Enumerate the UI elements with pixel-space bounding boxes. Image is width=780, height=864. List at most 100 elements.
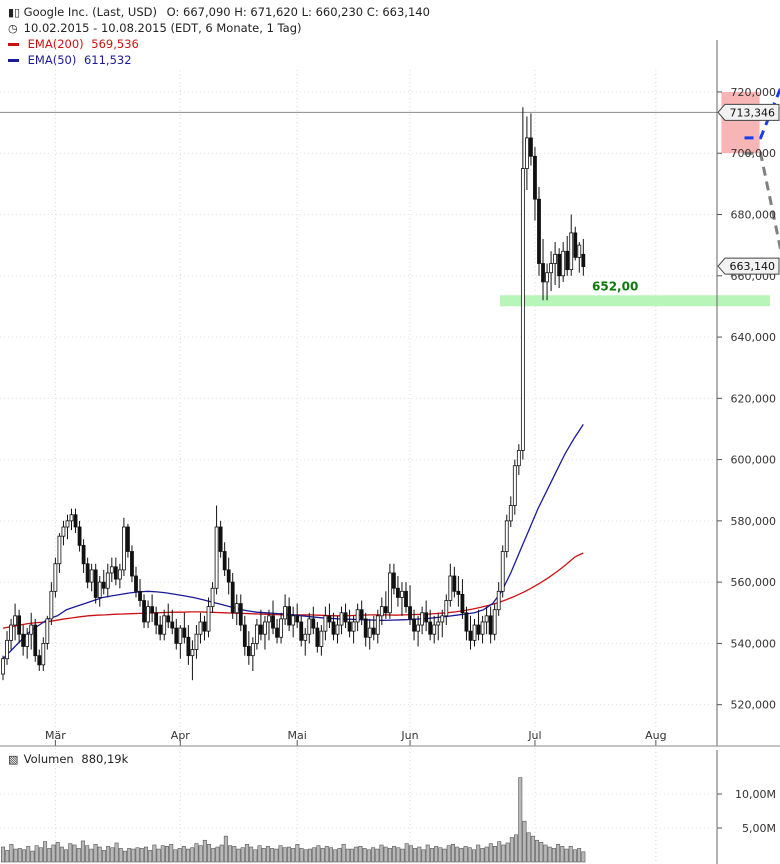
price-tick-label: 620,000 (731, 392, 777, 405)
candle-body (549, 263, 553, 274)
ema50-label: EMA(50) (27, 53, 77, 67)
volume-label: Volumen (23, 752, 74, 766)
candle (49, 582, 54, 626)
candle (408, 585, 412, 626)
candle-body (190, 649, 195, 657)
candle (206, 597, 211, 638)
candle (109, 557, 114, 583)
candle (476, 609, 481, 641)
volume-bar (64, 849, 69, 863)
candle (150, 594, 155, 622)
volume-bar (80, 840, 85, 863)
candle (404, 582, 408, 613)
volume-bar (89, 848, 94, 863)
candle (17, 609, 22, 644)
candle (242, 615, 247, 656)
candle-body (553, 253, 558, 264)
candle (525, 116, 529, 190)
candle (279, 612, 283, 644)
volume-bar (223, 835, 228, 863)
candle (97, 576, 102, 607)
candle (343, 603, 348, 629)
candle (500, 545, 505, 598)
candle-body (210, 587, 215, 608)
candle (516, 444, 521, 475)
candle-body (508, 505, 513, 522)
volume-bar (539, 841, 544, 863)
candle-body (77, 526, 82, 546)
candle-body (61, 526, 66, 537)
candle (202, 615, 207, 641)
candle (452, 566, 457, 598)
volume-bar (26, 846, 31, 863)
candle-body (557, 253, 562, 277)
candle-body (436, 621, 441, 626)
candle-body (496, 590, 501, 611)
volume-bar (350, 848, 355, 863)
candle-body (319, 630, 324, 647)
candle (549, 251, 553, 292)
volume-bar (169, 844, 174, 863)
candle (37, 649, 42, 671)
candle-body (504, 520, 509, 552)
legend-ema50: EMA(50) 611,532 (8, 52, 132, 68)
candle (323, 606, 328, 641)
candle (367, 618, 372, 650)
candle-body (13, 615, 17, 626)
volume-bar (72, 844, 77, 863)
candle (117, 563, 122, 589)
volume-bar (543, 844, 548, 863)
volume-bar (371, 847, 376, 863)
volume-bar (173, 849, 178, 863)
volume-bar (316, 845, 321, 863)
candle-body (537, 198, 541, 264)
volume-bar (165, 846, 170, 863)
candle (69, 508, 74, 531)
candle (291, 606, 296, 638)
candle (351, 615, 356, 644)
candle-body (468, 630, 473, 641)
candle (577, 242, 582, 273)
candle-body (242, 624, 247, 647)
candle-body (271, 615, 275, 629)
candle (440, 609, 445, 638)
candle-body (73, 514, 78, 528)
candle (492, 603, 497, 641)
header-instrument-line: ▮▯ Google Inc. (Last, USD) O: 667,090 H:… (8, 4, 430, 21)
volume-bar (160, 845, 165, 863)
volume-tick-label: 5,00M (742, 822, 776, 835)
volume-bar (434, 846, 439, 863)
candle-body (41, 643, 46, 666)
candle-body (53, 563, 58, 592)
volume-bar (556, 844, 561, 863)
volume-bar (333, 849, 338, 863)
price-tick-label: 640,000 (731, 331, 777, 344)
candle (416, 615, 420, 647)
candle (448, 563, 453, 607)
candle-body (178, 627, 183, 644)
volume-bar (240, 847, 245, 863)
volume-bar (312, 847, 317, 863)
candle-body (396, 587, 400, 598)
candle (154, 606, 159, 635)
candle-body (238, 603, 243, 626)
clock-icon: ◷ (8, 22, 18, 35)
volume-bar (572, 849, 577, 863)
candle-body (150, 606, 155, 614)
candle (371, 615, 376, 641)
volume-bar (30, 850, 35, 863)
volume-bar (564, 848, 569, 863)
volume-bar (392, 846, 397, 863)
volume-bar (236, 848, 241, 863)
volume-bar (265, 846, 270, 863)
candle (400, 582, 404, 616)
candle-body (335, 624, 340, 635)
candle (57, 533, 62, 573)
candle (541, 239, 545, 301)
volume-bar (497, 841, 502, 863)
candle-body (250, 643, 255, 657)
candle (65, 514, 70, 540)
volume-bar (282, 847, 287, 863)
candle-body (347, 621, 352, 632)
